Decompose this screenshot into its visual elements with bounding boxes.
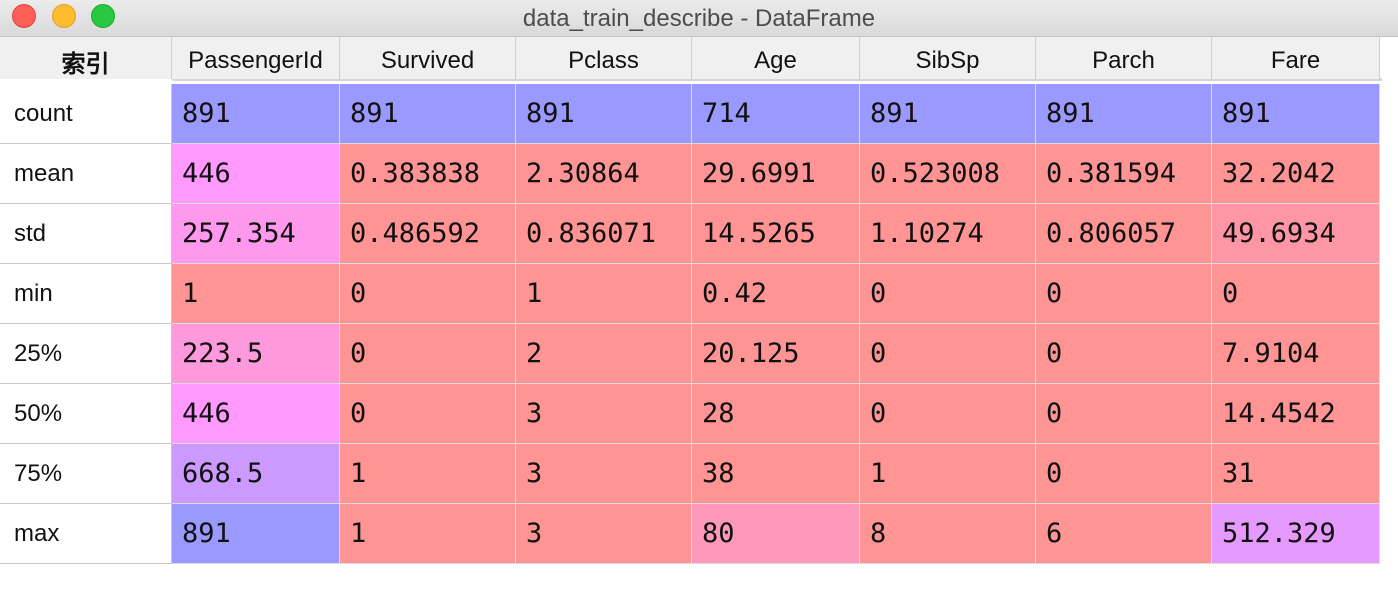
column-header-passengerid[interactable]: PassengerId — [172, 37, 340, 79]
index-header[interactable]: 索引 — [0, 37, 172, 79]
row-label[interactable]: 75% — [0, 444, 172, 504]
table-cell[interactable]: 0 — [860, 384, 1036, 444]
row-label[interactable]: std — [0, 204, 172, 264]
table-cell[interactable]: 891 — [516, 84, 692, 144]
minimize-window-button[interactable] — [52, 4, 76, 28]
table-cell[interactable]: 0.42 — [692, 264, 860, 324]
table-cell[interactable]: 0.806057 — [1036, 204, 1212, 264]
table-cell[interactable]: 0 — [340, 384, 516, 444]
column-header-age[interactable]: Age — [692, 37, 860, 79]
dataframe-table: 索引 PassengerId Survived Pclass Age SibSp Parc… — [0, 37, 1398, 596]
table-cell[interactable]: 0.486592 — [340, 204, 516, 264]
table-cell[interactable]: 28 — [692, 384, 860, 444]
table-cell[interactable]: 80 — [692, 504, 860, 564]
table-cell[interactable]: 1 — [860, 444, 1036, 504]
table-empty-area — [0, 563, 1398, 596]
table-cell[interactable]: 891 — [860, 84, 1036, 144]
table-cell[interactable]: 31 — [1212, 444, 1380, 504]
table-cell[interactable]: 3 — [516, 384, 692, 444]
table-cell[interactable]: 512.329 — [1212, 504, 1380, 564]
table-cell[interactable]: 0 — [340, 324, 516, 384]
title-bar: data_train_describe - DataFrame — [0, 0, 1398, 37]
table-cell[interactable]: 0 — [1212, 264, 1380, 324]
column-header-sibsp[interactable]: SibSp — [860, 37, 1036, 79]
table-cell[interactable]: 3 — [516, 504, 692, 564]
table-cell[interactable]: 0 — [1036, 324, 1212, 384]
table-cell[interactable]: 891 — [172, 504, 340, 564]
row-label[interactable]: mean — [0, 144, 172, 204]
table-cell[interactable]: 0 — [340, 264, 516, 324]
table-cell[interactable]: 891 — [340, 84, 516, 144]
table-cell[interactable]: 891 — [1036, 84, 1212, 144]
table-cell[interactable]: 891 — [1212, 84, 1380, 144]
table-cell[interactable]: 668.5 — [172, 444, 340, 504]
row-label[interactable]: max — [0, 504, 172, 564]
header-divider — [172, 78, 1382, 81]
table-cell[interactable]: 49.6934 — [1212, 204, 1380, 264]
table-cell[interactable]: 14.4542 — [1212, 384, 1380, 444]
table-cell[interactable]: 6 — [1036, 504, 1212, 564]
table-cell[interactable]: 38 — [692, 444, 860, 504]
table-cell[interactable]: 8 — [860, 504, 1036, 564]
row-label[interactable]: 50% — [0, 384, 172, 444]
table-cell[interactable]: 14.5265 — [692, 204, 860, 264]
table-cell[interactable]: 0.523008 — [860, 144, 1036, 204]
column-header-fare[interactable]: Fare — [1212, 37, 1380, 79]
table-cell[interactable]: 1 — [172, 264, 340, 324]
table-cell[interactable]: 0.836071 — [516, 204, 692, 264]
column-header-pclass[interactable]: Pclass — [516, 37, 692, 79]
close-window-button[interactable] — [12, 4, 36, 28]
column-header-parch[interactable]: Parch — [1036, 37, 1212, 79]
row-label[interactable]: 25% — [0, 324, 172, 384]
table-cell[interactable]: 1 — [340, 444, 516, 504]
table-cell[interactable]: 257.354 — [172, 204, 340, 264]
table-cell[interactable]: 223.5 — [172, 324, 340, 384]
window-title: data_train_describe - DataFrame — [522, 5, 876, 32]
table-cell[interactable]: 0 — [1036, 384, 1212, 444]
table-cell[interactable]: 0 — [860, 324, 1036, 384]
table-cell[interactable]: 2 — [516, 324, 692, 384]
table-cell[interactable]: 0.383838 — [340, 144, 516, 204]
table-cell[interactable]: 20.125 — [692, 324, 860, 384]
zoom-window-button[interactable] — [91, 4, 115, 28]
table-cell[interactable]: 1 — [516, 264, 692, 324]
table-cell[interactable]: 0.381594 — [1036, 144, 1212, 204]
table-cell[interactable]: 0 — [860, 264, 1036, 324]
table-cell[interactable]: 446 — [172, 144, 340, 204]
row-label[interactable]: min — [0, 264, 172, 324]
table-cell[interactable]: 891 — [172, 84, 340, 144]
table-right-margin — [1380, 81, 1398, 563]
table-cell[interactable]: 714 — [692, 84, 860, 144]
table-cell[interactable]: 1.10274 — [860, 204, 1036, 264]
table-cell[interactable]: 3 — [516, 444, 692, 504]
table-cell[interactable]: 1 — [340, 504, 516, 564]
column-header-survived[interactable]: Survived — [340, 37, 516, 79]
row-label[interactable]: count — [0, 84, 172, 144]
table-cell[interactable]: 0 — [1036, 264, 1212, 324]
table-cell[interactable]: 32.2042 — [1212, 144, 1380, 204]
table-cell[interactable]: 7.9104 — [1212, 324, 1380, 384]
table-cell[interactable]: 29.6991 — [692, 144, 860, 204]
table-cell[interactable]: 2.30864 — [516, 144, 692, 204]
table-cell[interactable]: 0 — [1036, 444, 1212, 504]
table-cell[interactable]: 446 — [172, 384, 340, 444]
